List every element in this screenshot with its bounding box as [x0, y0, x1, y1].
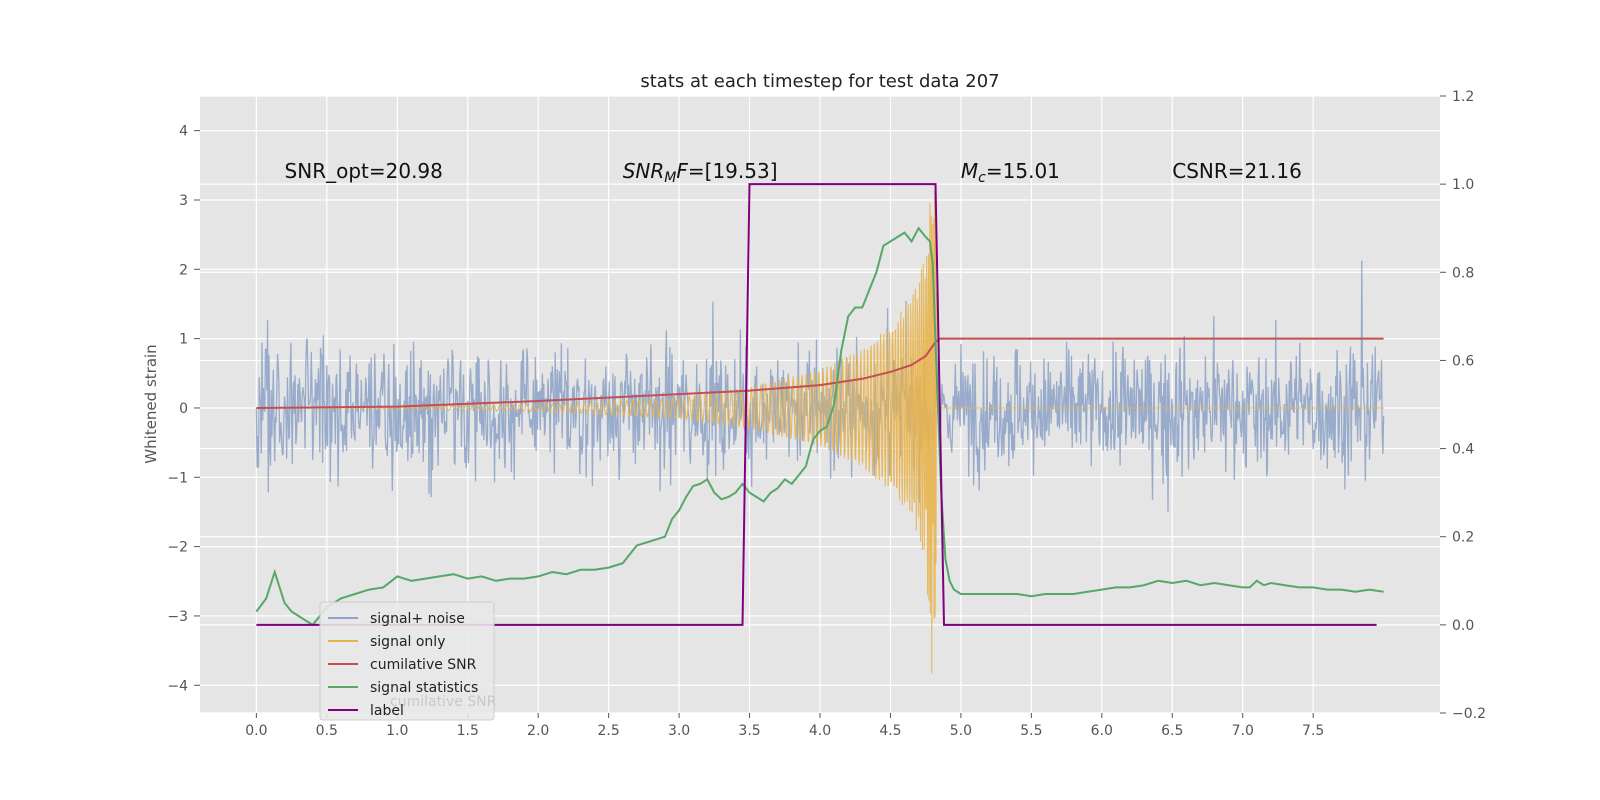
y-axis-right: −0.2 0.0 0.2 0.4 0.6 0.8 1.0 1.2 [1440, 89, 1486, 722]
x-tick-label: 5.5 [1020, 723, 1042, 739]
y2-tick-label: 0.0 [1452, 618, 1474, 634]
x-tick-label: 4.0 [809, 723, 831, 739]
legend-box [319, 601, 495, 721]
legend-hidden-text: cumilative SNR [390, 694, 497, 710]
x-tick-label: 1.0 [386, 723, 408, 739]
x-tick-label: 7.0 [1232, 723, 1254, 739]
line-signal-statistics [255, 226, 1384, 627]
y2-tick-label: 0.8 [1452, 265, 1474, 281]
y2-tick-label: 0.4 [1452, 442, 1474, 458]
legend-label-2: cumilative SNR [370, 657, 477, 673]
x-tick-label: 2.5 [598, 723, 620, 739]
chart-title: stats at each timestep for test data 207 [640, 71, 999, 92]
y-tick-label: −2 [167, 540, 188, 556]
legend-label-1: signal only [370, 634, 445, 650]
y2-tick-label: 0.6 [1452, 353, 1474, 369]
y-tick-label: 0 [179, 401, 188, 417]
x-tick-label: 6.5 [1161, 723, 1183, 739]
legend-label-3: signal statistics [370, 680, 478, 696]
x-tick-label: 6.0 [1091, 723, 1113, 739]
y2-tick-label: −0.2 [1452, 706, 1486, 722]
x-tick-label: 5.0 [950, 723, 972, 739]
x-tick-label: 3.0 [668, 723, 690, 739]
y2-tick-label: 1.2 [1452, 89, 1474, 105]
y-axis-label: Whitened strain [142, 344, 160, 463]
legend-label-0: signal+ noise [370, 611, 465, 627]
y-tick-label: 4 [179, 124, 188, 140]
annotation-1: SNRMF=[19.53] [623, 159, 778, 186]
annotation-2: Mc=15.01 [961, 159, 1060, 186]
x-tick-label: 4.5 [879, 723, 901, 739]
x-tick-label: 0.5 [316, 723, 338, 739]
x-tick-label: 2.0 [527, 723, 549, 739]
legend-label-4: label [370, 703, 404, 719]
x-tick-label: 7.5 [1302, 723, 1324, 739]
annotations: SNR_opt=20.98 SNRMF=[19.53] Mc=15.01 CSNR=2… [285, 159, 1302, 186]
annotation-0: SNR_opt=20.98 [285, 159, 443, 183]
y2-tick-label: 1.0 [1452, 177, 1474, 193]
x-tick-label: 1.5 [457, 723, 479, 739]
x-axis: 0.0 0.5 1.0 1.5 2.0 2.5 3.0 3.5 4.0 4.5 5.0 5.5 6.0 6… [245, 713, 1324, 739]
y2-tick-label: 0.2 [1452, 530, 1474, 546]
y-tick-label: 1 [179, 332, 188, 348]
y-tick-label: −4 [167, 678, 188, 694]
x-tick-label: 3.5 [738, 723, 760, 739]
annotation-3: CSNR=21.16 [1172, 159, 1302, 183]
legend: cumilative SNR signal+ noise signal only c… [319, 601, 497, 721]
series-lines [255, 183, 1384, 627]
x-tick-label: 0.0 [245, 723, 267, 739]
y-axis-left: −4 −3 −2 −1 0 1 2 3 4 [167, 124, 200, 694]
y-tick-label: −3 [167, 609, 188, 625]
y-tick-label: 2 [179, 262, 188, 278]
series-signal-only [256, 191, 1384, 674]
line-signal-only [256, 191, 1384, 674]
y-tick-label: 3 [179, 193, 188, 209]
y-tick-label: −1 [167, 470, 188, 486]
line-label [256, 183, 1377, 626]
